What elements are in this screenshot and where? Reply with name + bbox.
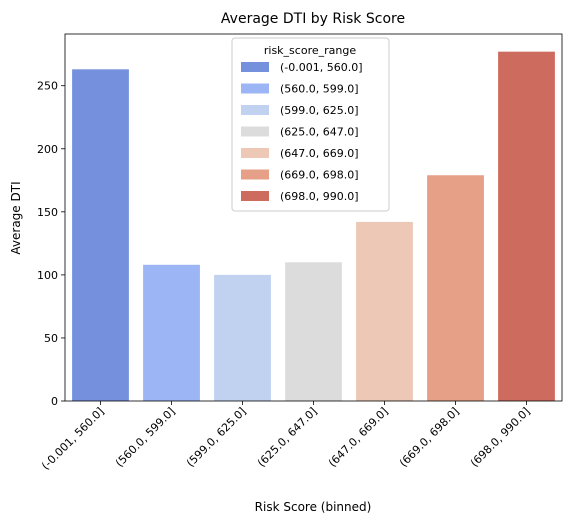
legend-label: (698.0, 990.0]: [280, 190, 359, 203]
bar-1: [143, 265, 200, 401]
chart-title: Average DTI by Risk Score: [221, 11, 405, 27]
y-tick-label: 150: [37, 206, 58, 219]
bar-5: [427, 175, 484, 401]
x-tick-label: (599.0, 625.0]: [184, 405, 249, 470]
bar-4: [356, 222, 413, 401]
y-axis-label: Average DTI: [9, 181, 23, 254]
x-tick-label: (560.0, 599.0]: [113, 405, 178, 470]
legend-swatch: [241, 84, 269, 94]
y-tick-label: 200: [37, 143, 58, 156]
legend-label: (-0.001, 560.0]: [280, 61, 363, 74]
legend-label: (669.0, 698.0]: [280, 169, 359, 182]
x-axis-label: Risk Score (binned): [255, 500, 372, 514]
legend-swatch: [241, 127, 269, 137]
bar-3: [285, 262, 342, 401]
legend-swatch: [241, 105, 269, 115]
legend-swatch: [241, 170, 269, 180]
x-tick-label: (647.0, 669.0]: [326, 405, 391, 470]
legend-label: (625.0, 647.0]: [280, 126, 359, 139]
y-tick-label: 50: [44, 332, 58, 345]
bar-0: [72, 69, 129, 401]
bar-6: [498, 52, 555, 401]
legend: risk_score_range (-0.001, 560.0] (560.0, 5…: [232, 38, 389, 211]
legend-swatch: [241, 148, 269, 158]
x-tick-label: (669.0, 698.0]: [397, 405, 462, 470]
y-tick-label: 0: [51, 395, 58, 408]
legend-title: risk_score_range: [264, 44, 356, 57]
y-tick-label: 250: [37, 80, 58, 93]
legend-swatch: [241, 191, 269, 201]
legend-label: (560.0, 599.0]: [280, 83, 359, 96]
y-tick-label: 100: [37, 269, 58, 282]
bar-2: [214, 275, 271, 401]
x-tick-label: (698.0, 990.0]: [468, 405, 533, 470]
legend-label: (599.0, 625.0]: [280, 104, 359, 117]
legend-label: (647.0, 669.0]: [280, 147, 359, 160]
x-tick-label: (625.0, 647.0]: [255, 405, 320, 470]
legend-swatch: [241, 62, 269, 72]
x-tick-label: (-0.001, 560.0]: [39, 405, 107, 473]
